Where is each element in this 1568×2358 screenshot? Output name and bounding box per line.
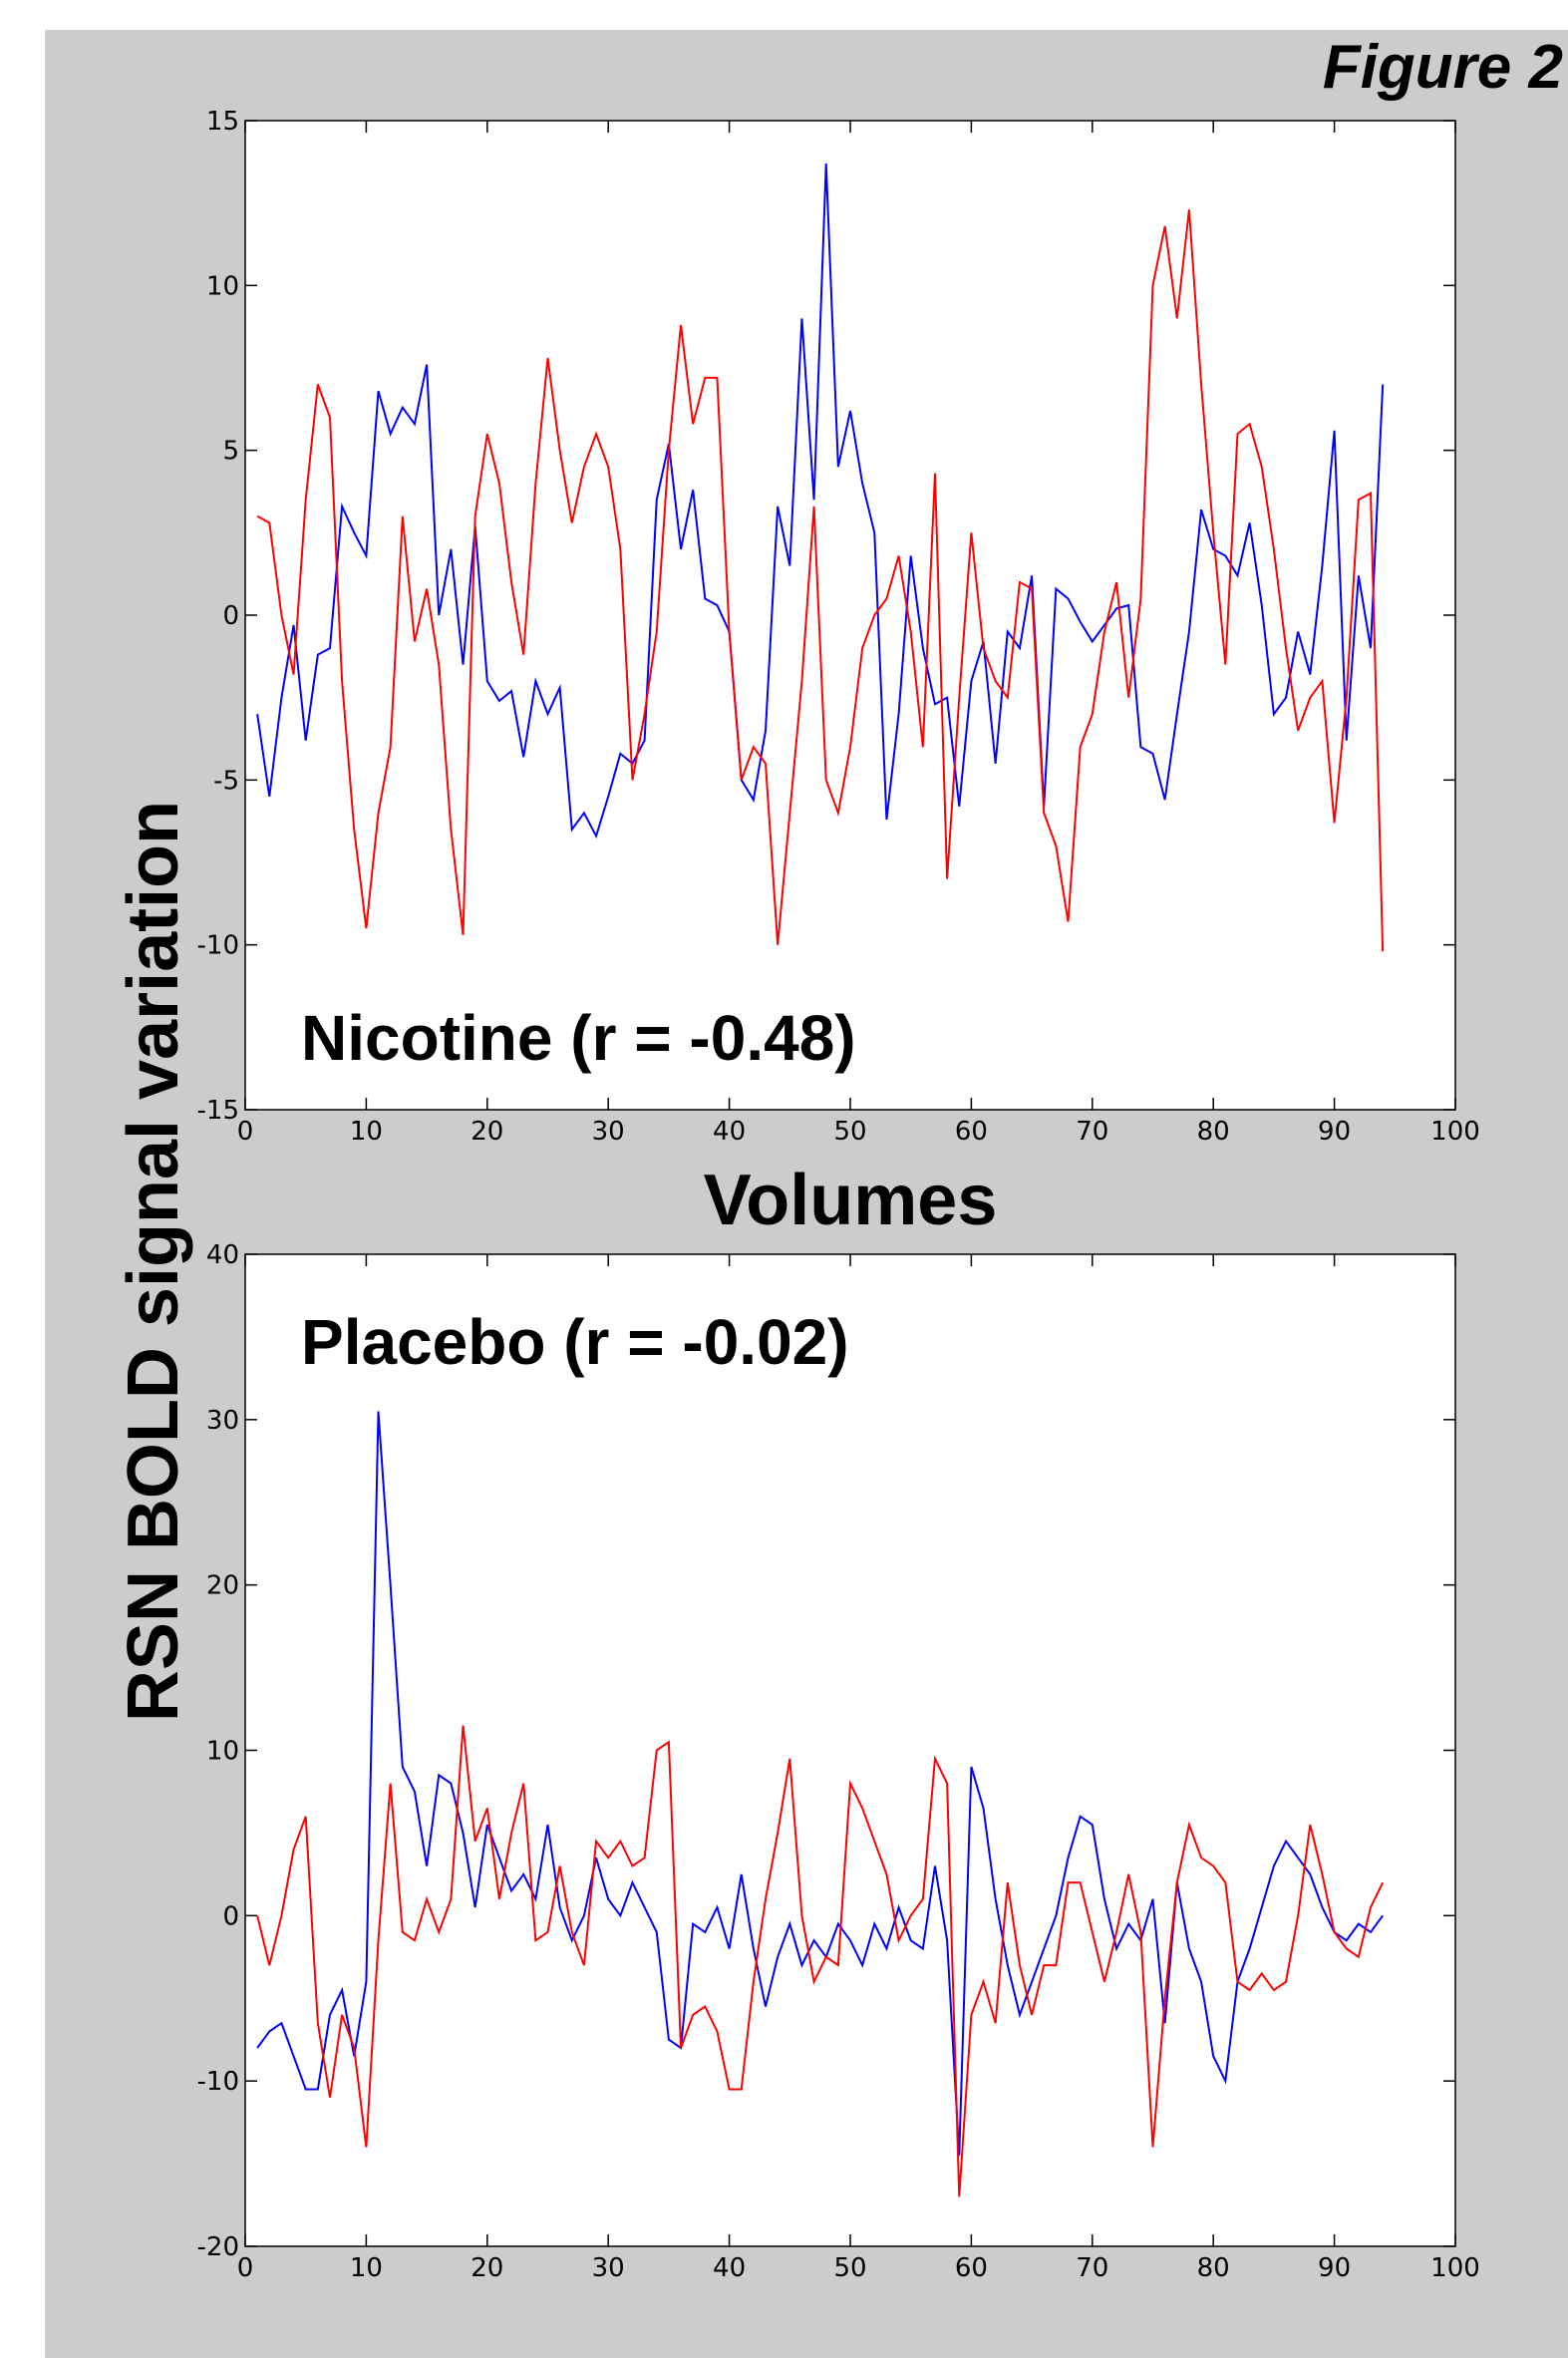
series-line — [256, 209, 1385, 952]
x-tick-label: 20 — [470, 1117, 503, 1147]
x-tick-label: 0 — [237, 2253, 254, 2283]
y-tick-label: -5 — [213, 766, 239, 796]
y-tick-label: 0 — [222, 1901, 239, 1931]
x-tick-label: 10 — [350, 2253, 383, 2283]
annotation: Placebo (r = -0.02) — [301, 1306, 849, 1378]
x-tick-label: 50 — [833, 2253, 866, 2283]
x-tick-label: 0 — [237, 1117, 254, 1147]
series-line — [256, 1411, 1384, 2156]
x-tick-label: 40 — [713, 2253, 746, 2283]
x-tick-label: 50 — [833, 1117, 866, 1147]
x-tick-label: 60 — [955, 2253, 988, 2283]
x-tick-label: 90 — [1318, 2253, 1351, 2283]
y-tick-label: -15 — [197, 1096, 239, 1126]
y-axis-label: RSN BOLD signal variation — [114, 801, 193, 1722]
y-tick-label: -20 — [197, 2232, 239, 2262]
y-tick-label: 20 — [206, 1571, 239, 1601]
x-tick-label: 30 — [592, 1117, 625, 1147]
x-tick-label: 100 — [1430, 2253, 1480, 2283]
y-tick-label: 10 — [206, 271, 239, 301]
y-tick-label: 0 — [222, 601, 239, 631]
plot-area — [244, 1253, 1456, 2247]
x-tick-label: 40 — [713, 1117, 746, 1147]
x-tick-label: 60 — [955, 1117, 988, 1147]
y-tick-label: 40 — [206, 1240, 239, 1270]
y-tick-label: 15 — [206, 107, 239, 137]
x-tick-label: 10 — [350, 1117, 383, 1147]
plot-area — [244, 120, 1456, 1111]
y-tick-label: -10 — [197, 931, 239, 961]
y-tick-label: -10 — [197, 2067, 239, 2097]
y-tick-label: 10 — [206, 1737, 239, 1767]
x-axis-label: Volumes — [704, 1161, 998, 1240]
annotation: Nicotine (r = -0.48) — [301, 1002, 856, 1074]
x-tick-label: 90 — [1318, 1117, 1351, 1147]
x-tick-label: 30 — [592, 2253, 625, 2283]
figure-title: Figure 2 — [1323, 33, 1563, 102]
x-tick-label: 70 — [1076, 1117, 1108, 1147]
x-tick-label: 20 — [470, 2253, 503, 2283]
x-tick-label: 100 — [1430, 1117, 1480, 1147]
x-tick-label: 80 — [1197, 1117, 1230, 1147]
y-tick-label: 5 — [222, 437, 239, 467]
series-line — [256, 1725, 1385, 2197]
y-tick-label: 30 — [206, 1406, 239, 1436]
series-line — [256, 163, 1385, 840]
x-tick-label: 70 — [1076, 2253, 1108, 2283]
x-tick-label: 80 — [1197, 2253, 1230, 2283]
